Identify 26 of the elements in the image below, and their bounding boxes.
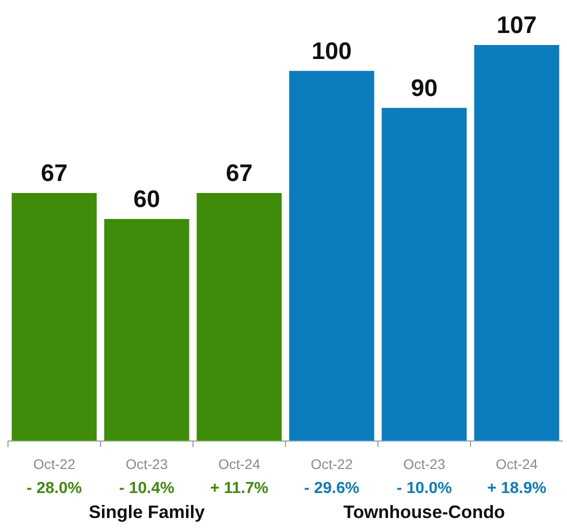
text: + 11.7% bbox=[210, 480, 268, 497]
data-label: 67 bbox=[40, 160, 68, 188]
data-label: 60 bbox=[133, 186, 160, 213]
bar bbox=[196, 193, 282, 441]
data-label: 90 bbox=[410, 74, 438, 102]
text: - 10.4% bbox=[119, 480, 174, 497]
data-label: 100 bbox=[312, 38, 352, 65]
bar bbox=[289, 70, 374, 441]
bar bbox=[382, 108, 467, 441]
text: - 28.0% bbox=[26, 480, 82, 497]
x-tick-label: Oct-23 bbox=[126, 456, 168, 472]
data-label: 67 bbox=[226, 160, 253, 188]
text: - 29.6% bbox=[304, 480, 360, 497]
text: Townhouse-Condo bbox=[342, 502, 506, 523]
bar bbox=[474, 45, 560, 441]
x-tick-label: Oct-24 bbox=[496, 456, 538, 472]
x-tick-label: Oct-22 bbox=[310, 456, 353, 472]
text: - 10.0% bbox=[396, 480, 452, 497]
text: + 18.9% bbox=[487, 480, 546, 497]
x-tick-label: Oct-23 bbox=[403, 456, 446, 472]
x-tick-label: Oct-22 bbox=[33, 456, 76, 472]
text: Single Family bbox=[88, 502, 206, 523]
data-label: 107 bbox=[496, 12, 537, 39]
bar bbox=[12, 193, 97, 441]
bar bbox=[104, 218, 190, 441]
x-tick-label: Oct-24 bbox=[218, 456, 260, 472]
